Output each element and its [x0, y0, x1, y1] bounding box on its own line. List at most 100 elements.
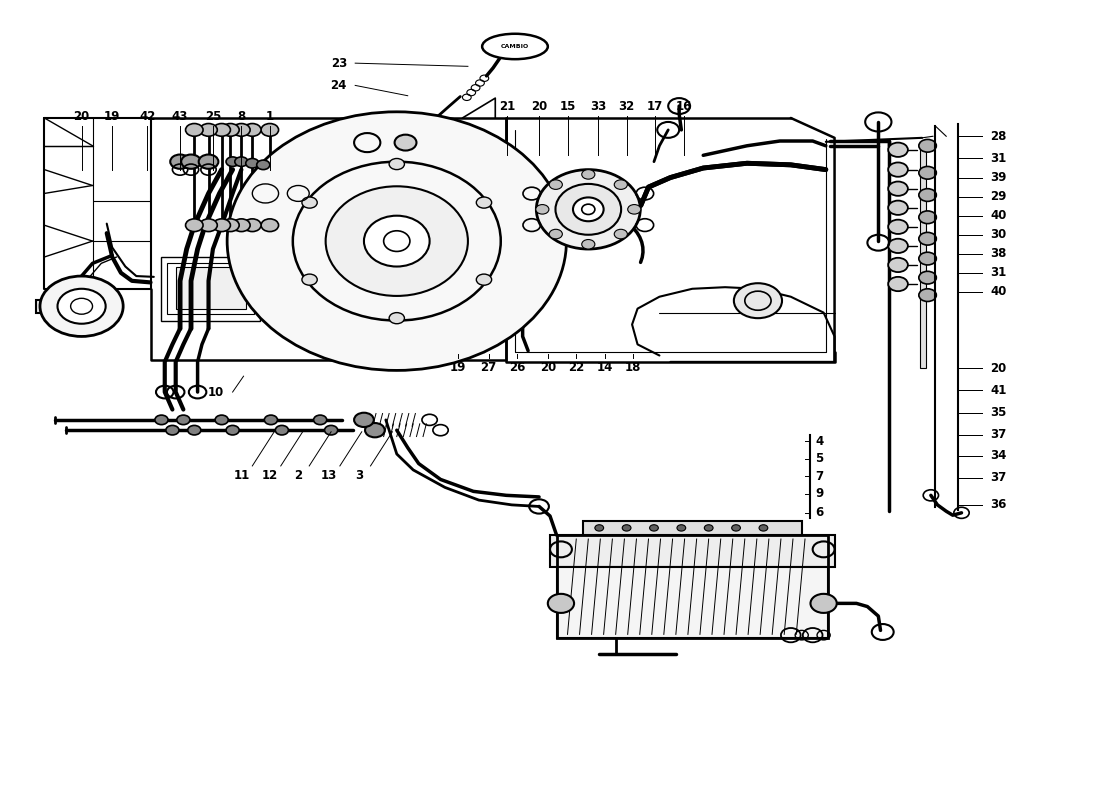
- Ellipse shape: [556, 184, 622, 234]
- Ellipse shape: [537, 170, 640, 249]
- Bar: [550, 535, 835, 567]
- Text: CAMBIO: CAMBIO: [500, 44, 529, 49]
- Circle shape: [549, 180, 562, 190]
- Bar: [35, 300, 51, 313]
- Text: 26: 26: [509, 361, 526, 374]
- Text: 38: 38: [990, 247, 1006, 260]
- Circle shape: [226, 157, 239, 166]
- Circle shape: [213, 123, 230, 136]
- Text: 7: 7: [815, 470, 823, 482]
- Text: 37: 37: [991, 429, 1006, 442]
- Circle shape: [759, 525, 768, 531]
- Text: 20: 20: [991, 362, 1006, 374]
- Circle shape: [222, 219, 239, 231]
- Circle shape: [261, 123, 278, 136]
- Circle shape: [918, 211, 936, 224]
- Bar: [162, 257, 260, 321]
- Circle shape: [40, 276, 123, 337]
- Circle shape: [918, 139, 936, 152]
- Text: 4: 4: [815, 435, 824, 448]
- Text: 20: 20: [540, 361, 556, 374]
- Circle shape: [245, 158, 258, 168]
- Text: 31: 31: [991, 152, 1006, 165]
- Text: 17: 17: [647, 100, 663, 114]
- Ellipse shape: [326, 186, 468, 296]
- Text: 31: 31: [991, 266, 1006, 279]
- Circle shape: [476, 197, 492, 208]
- Text: 5: 5: [815, 452, 824, 466]
- Circle shape: [324, 426, 338, 435]
- Circle shape: [256, 160, 270, 170]
- Circle shape: [186, 123, 204, 136]
- Circle shape: [166, 426, 179, 435]
- Circle shape: [888, 162, 907, 177]
- Circle shape: [301, 197, 317, 208]
- Circle shape: [395, 134, 417, 150]
- Circle shape: [186, 219, 204, 231]
- Circle shape: [628, 205, 641, 214]
- Circle shape: [888, 142, 907, 157]
- Circle shape: [188, 426, 201, 435]
- Circle shape: [918, 289, 936, 302]
- Text: 10: 10: [208, 386, 224, 398]
- Text: 27: 27: [481, 361, 497, 374]
- Text: 6: 6: [815, 506, 824, 519]
- Text: 11: 11: [233, 469, 250, 482]
- Circle shape: [650, 525, 658, 531]
- Text: 15: 15: [559, 100, 575, 114]
- Text: 21: 21: [499, 100, 516, 114]
- Circle shape: [918, 271, 936, 284]
- Bar: [583, 521, 802, 535]
- Circle shape: [918, 232, 936, 245]
- Text: 14: 14: [596, 361, 613, 374]
- Text: 36: 36: [990, 498, 1006, 511]
- Circle shape: [232, 219, 250, 231]
- Text: 30: 30: [991, 228, 1006, 242]
- Text: 33: 33: [590, 100, 606, 114]
- Circle shape: [888, 258, 907, 272]
- Circle shape: [704, 525, 713, 531]
- Ellipse shape: [573, 198, 604, 222]
- Circle shape: [595, 525, 604, 531]
- Circle shape: [888, 220, 907, 234]
- Circle shape: [389, 313, 405, 324]
- Text: 32: 32: [618, 100, 635, 114]
- Circle shape: [918, 189, 936, 202]
- Circle shape: [182, 154, 201, 169]
- Circle shape: [177, 415, 190, 425]
- Text: 12: 12: [262, 469, 278, 482]
- Text: 22: 22: [568, 361, 584, 374]
- Circle shape: [918, 252, 936, 265]
- Circle shape: [301, 274, 317, 286]
- Circle shape: [216, 415, 228, 425]
- Text: 13: 13: [321, 469, 337, 482]
- Text: 9: 9: [815, 487, 824, 500]
- Bar: [557, 567, 828, 638]
- Circle shape: [811, 594, 837, 613]
- Circle shape: [582, 170, 595, 179]
- Bar: [920, 146, 926, 368]
- Circle shape: [536, 205, 549, 214]
- Text: 42: 42: [139, 110, 155, 123]
- Text: 40: 40: [990, 286, 1006, 298]
- Circle shape: [614, 180, 627, 190]
- Circle shape: [676, 525, 685, 531]
- Circle shape: [222, 123, 239, 136]
- Circle shape: [476, 274, 492, 286]
- Circle shape: [243, 219, 261, 231]
- Circle shape: [354, 413, 374, 427]
- Circle shape: [549, 230, 562, 239]
- Bar: [176, 267, 245, 309]
- Circle shape: [314, 415, 327, 425]
- Text: 34: 34: [990, 449, 1006, 462]
- Circle shape: [888, 238, 907, 253]
- Circle shape: [261, 219, 278, 231]
- Circle shape: [582, 239, 595, 249]
- Text: 37: 37: [991, 471, 1006, 484]
- Circle shape: [226, 426, 239, 435]
- Ellipse shape: [227, 112, 566, 370]
- Circle shape: [389, 158, 405, 170]
- Text: 24: 24: [331, 79, 346, 92]
- Text: 20: 20: [531, 100, 547, 114]
- Circle shape: [234, 157, 248, 166]
